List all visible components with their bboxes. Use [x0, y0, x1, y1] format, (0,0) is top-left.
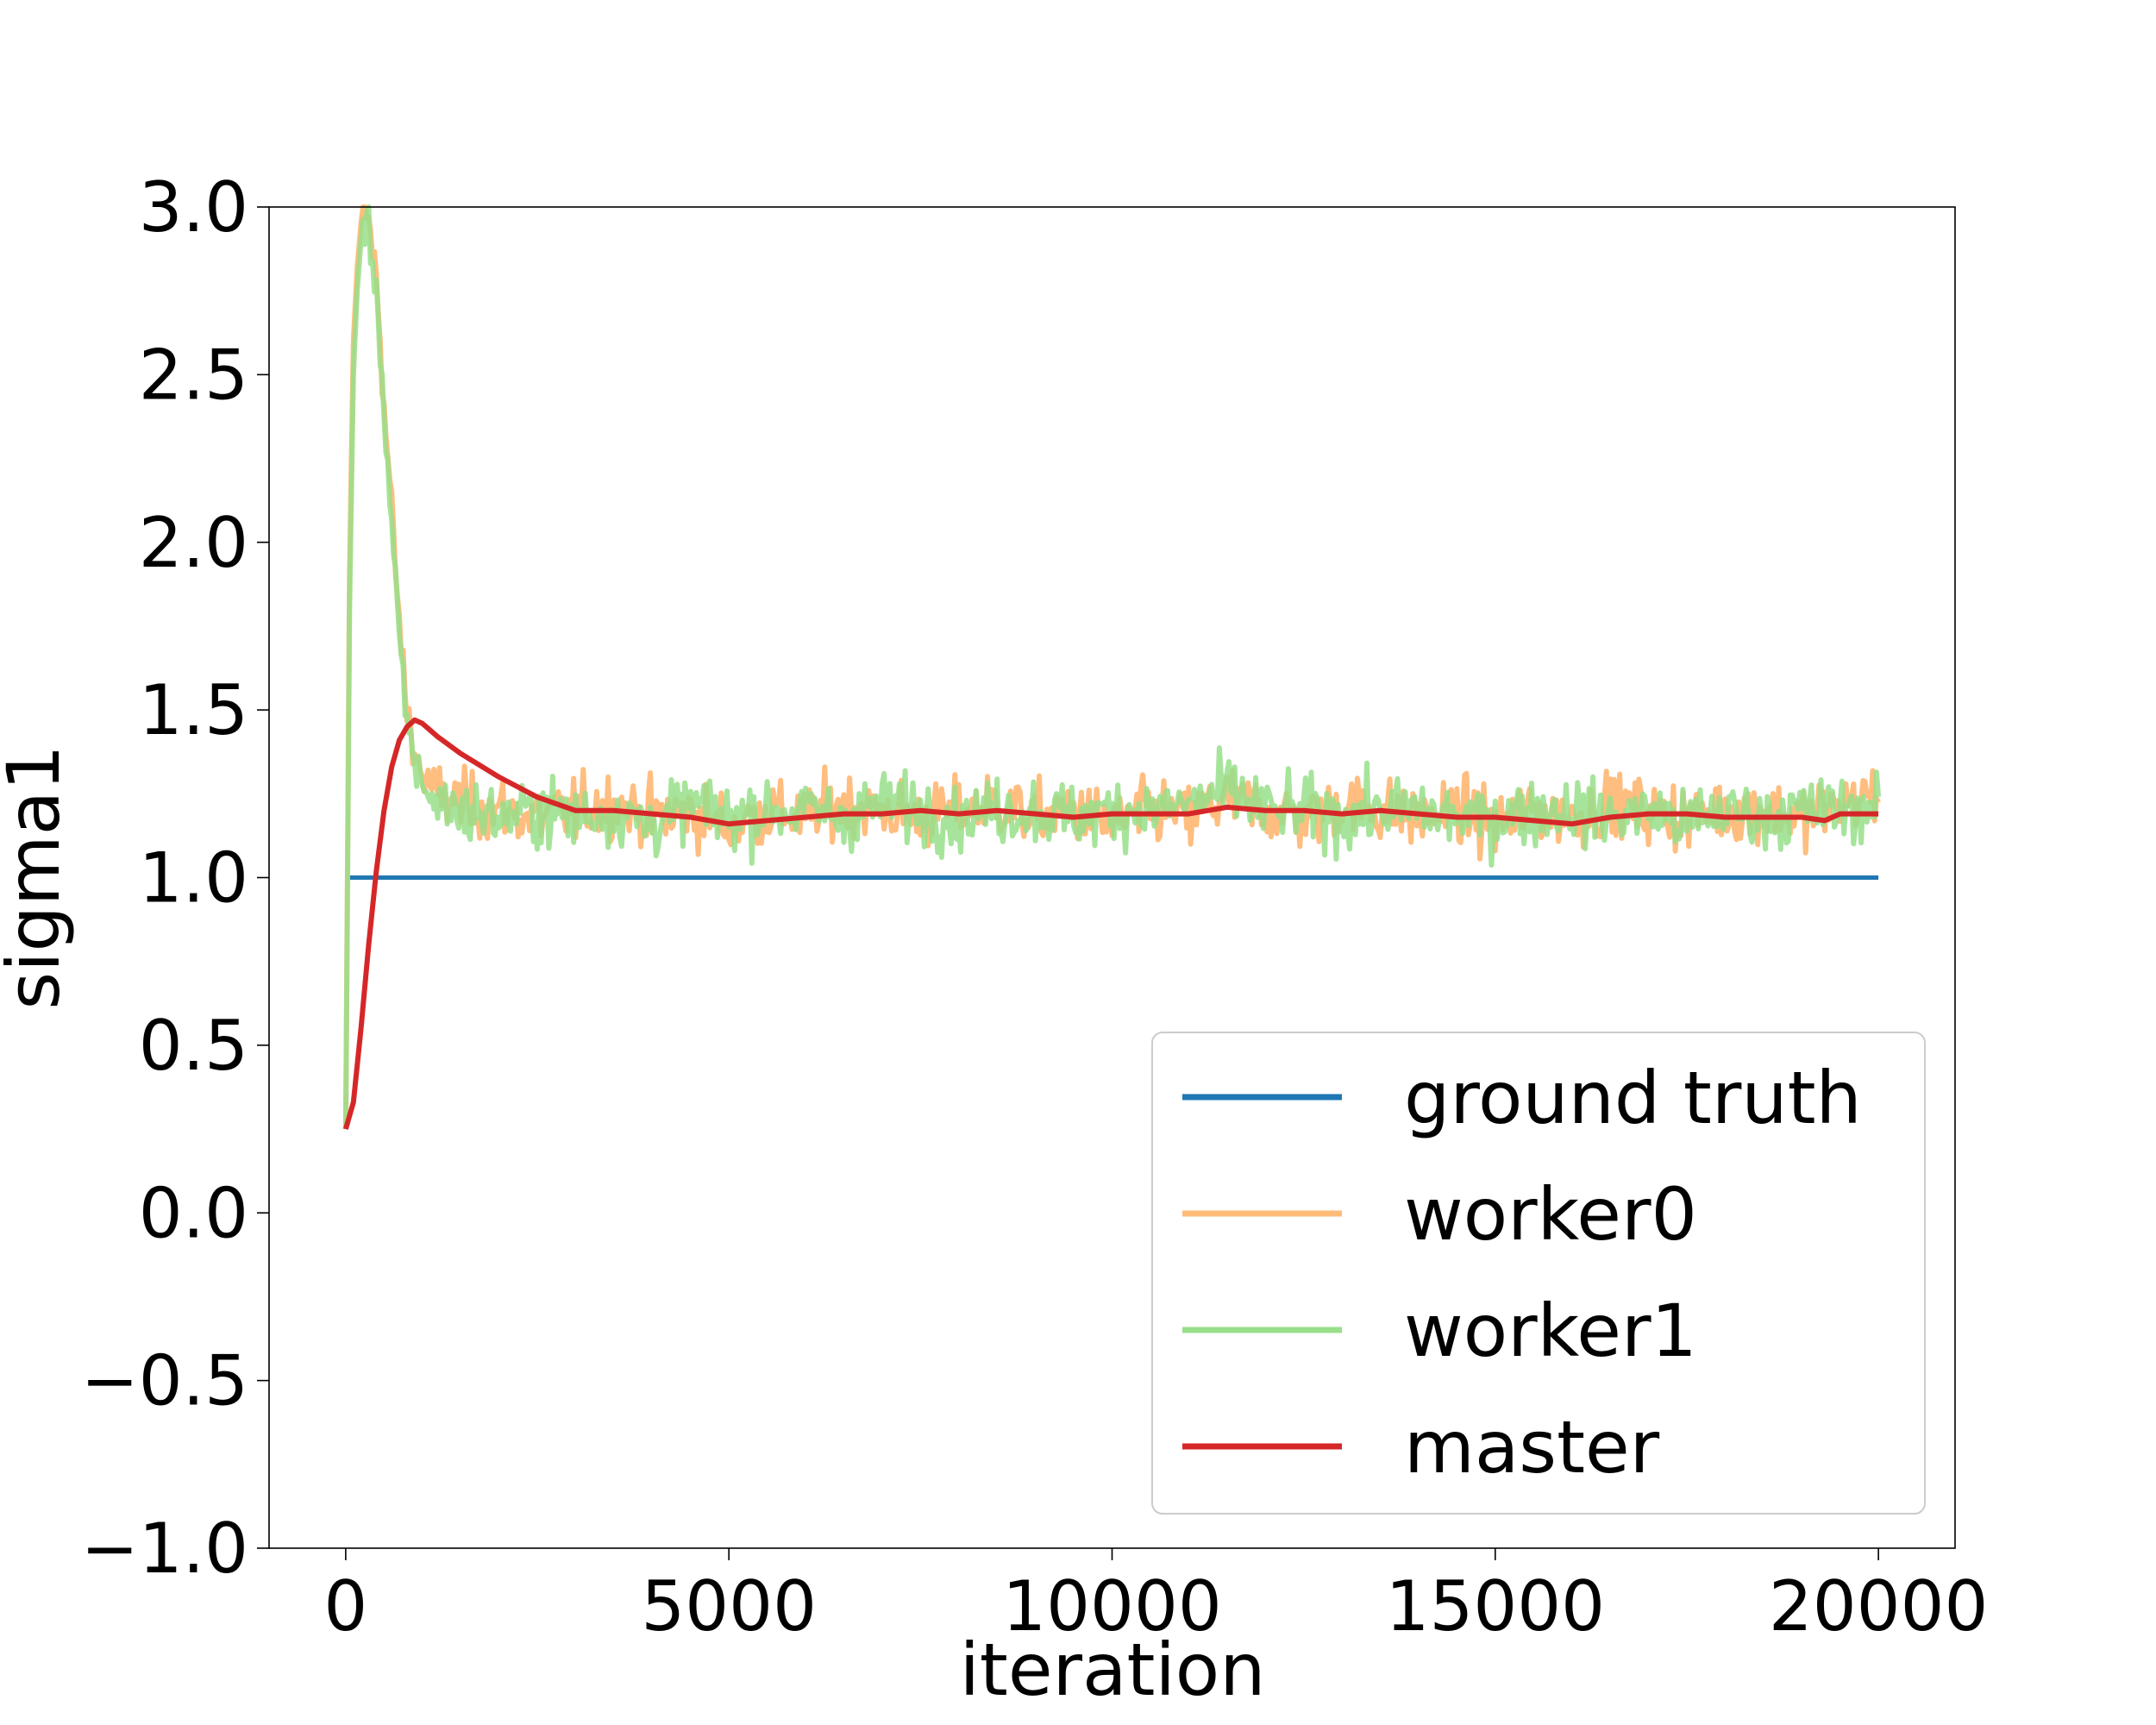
series-layer	[342, 204, 1882, 1130]
legend: ground truth worker0 worker1 master	[1151, 1032, 1926, 1515]
y-tick-label: 3.0	[139, 167, 248, 248]
y-tick-label: −1.0	[81, 1509, 248, 1589]
y-axis-label: sigma1	[0, 744, 76, 1009]
x-tick-label: 10000	[1002, 1566, 1222, 1647]
ticks-layer: 0 5000 10000 15000 20000 −1.0 −0.5 0.0 0.5 1.0 1.5…	[81, 167, 1989, 1647]
series-line-worker1	[342, 204, 1882, 1130]
y-tick-label: −0.5	[81, 1341, 248, 1421]
series-line-master	[343, 717, 1879, 1130]
x-axis-label: iteration	[960, 1628, 1266, 1712]
legend-label-master: master	[1404, 1405, 1660, 1490]
x-tick-label: 20000	[1769, 1566, 1989, 1647]
x-tick-label: 5000	[641, 1566, 817, 1647]
legend-label-worker1: worker1	[1404, 1289, 1697, 1373]
y-tick-label: 0.0	[139, 1173, 248, 1253]
y-tick-label: 2.5	[139, 335, 248, 415]
x-tick-label: 0	[323, 1566, 367, 1647]
legend-label-ground-truth: ground truth	[1404, 1056, 1862, 1140]
y-tick-label: 1.0	[139, 838, 248, 919]
y-tick-label: 0.5	[139, 1006, 248, 1086]
x-tick-label: 15000	[1386, 1566, 1606, 1647]
legend-label-worker0: worker0	[1404, 1172, 1697, 1257]
y-tick-label: 1.5	[139, 670, 248, 750]
y-tick-label: 2.0	[139, 503, 248, 583]
legend-box	[1151, 1032, 1926, 1515]
